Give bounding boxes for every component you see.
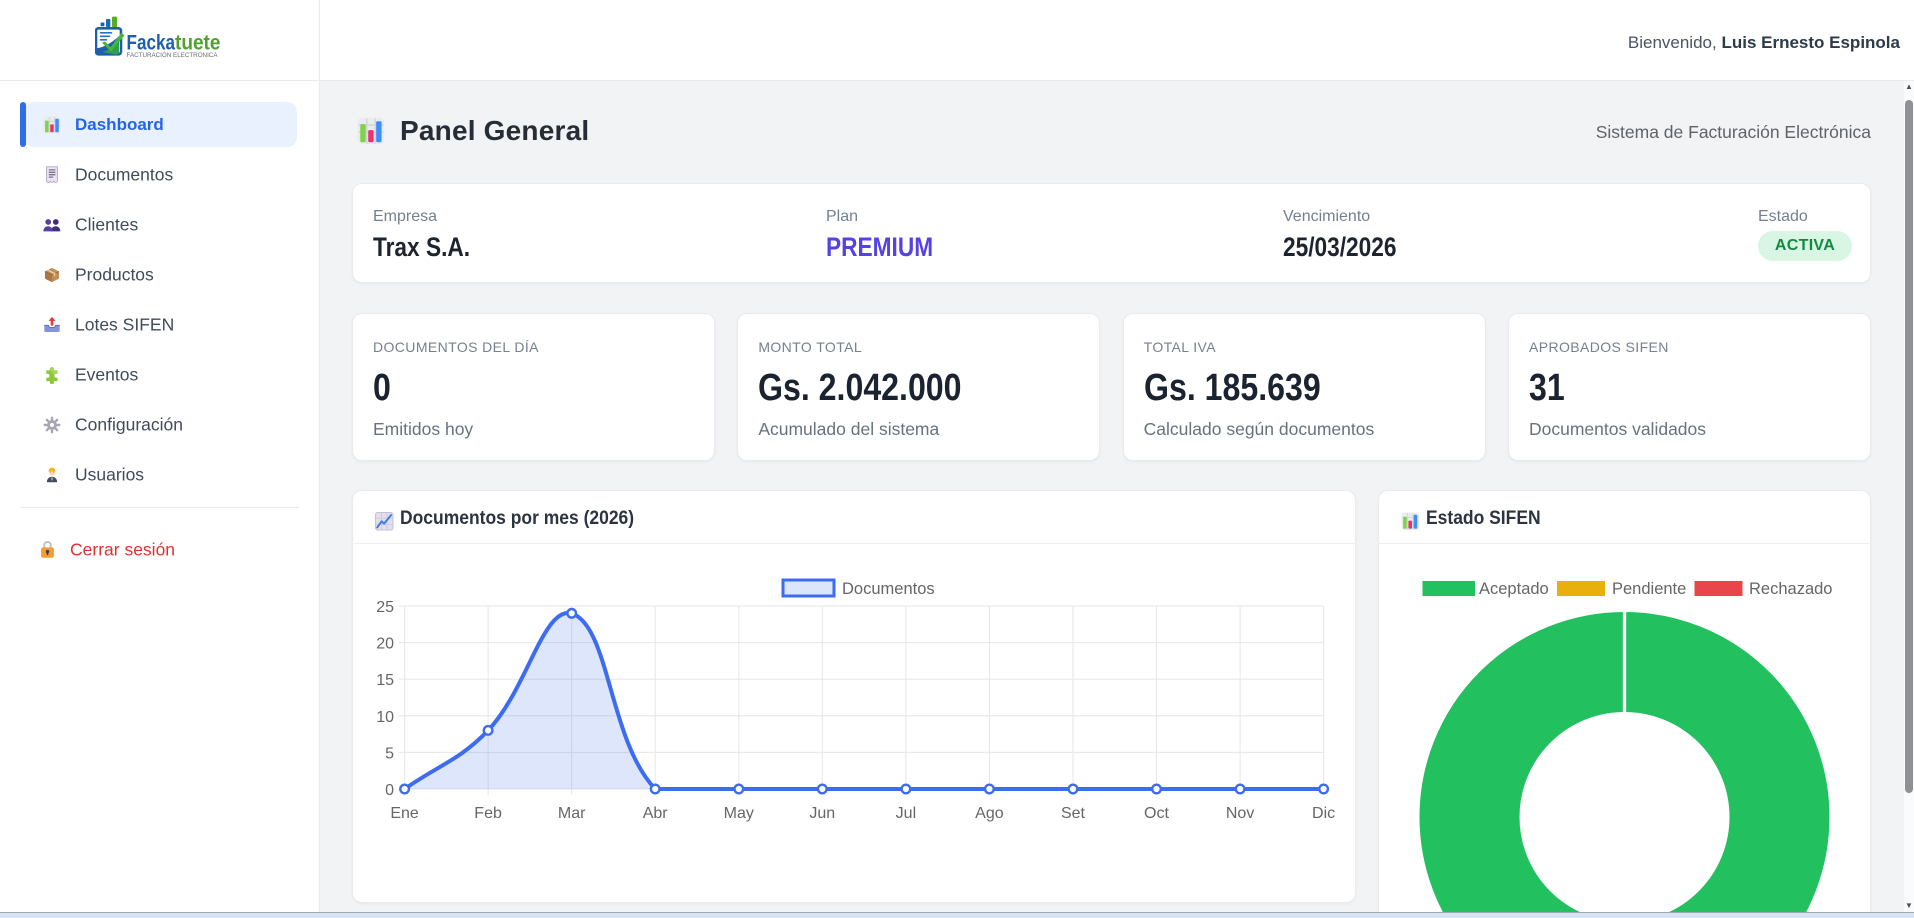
svg-text:Set: Set	[1061, 805, 1086, 822]
svg-text:Mar: Mar	[558, 805, 586, 822]
svg-text:May: May	[724, 805, 754, 822]
svg-text:Jul: Jul	[896, 805, 916, 822]
svg-text:Aceptado: Aceptado	[1479, 580, 1549, 598]
svg-text:Nov: Nov	[1226, 805, 1254, 822]
svg-text:Ene: Ene	[390, 805, 419, 822]
svg-text:20: 20	[376, 636, 394, 653]
svg-text:Oct: Oct	[1144, 805, 1169, 822]
svg-text:Facka: Facka	[127, 31, 176, 55]
svg-text:Documentos: Documentos	[842, 580, 935, 598]
svg-text:Rechazado: Rechazado	[1749, 580, 1832, 598]
svg-text:Pendiente: Pendiente	[1612, 580, 1686, 598]
svg-text:tuete: tuete	[175, 31, 221, 55]
svg-text:Abr: Abr	[643, 805, 669, 822]
svg-text:5: 5	[385, 745, 394, 762]
svg-text:10: 10	[376, 709, 394, 726]
svg-text:Ago: Ago	[975, 805, 1004, 822]
svg-text:FACTURACIÓN ELECTRONICA: FACTURACIÓN ELECTRONICA	[127, 50, 219, 59]
svg-text:Jun: Jun	[809, 805, 835, 822]
svg-text:Dic: Dic	[1312, 805, 1335, 822]
svg-text:25: 25	[376, 599, 394, 616]
svg-text:0: 0	[385, 782, 394, 799]
svg-text:Feb: Feb	[474, 805, 502, 822]
svg-text:15: 15	[376, 672, 394, 689]
